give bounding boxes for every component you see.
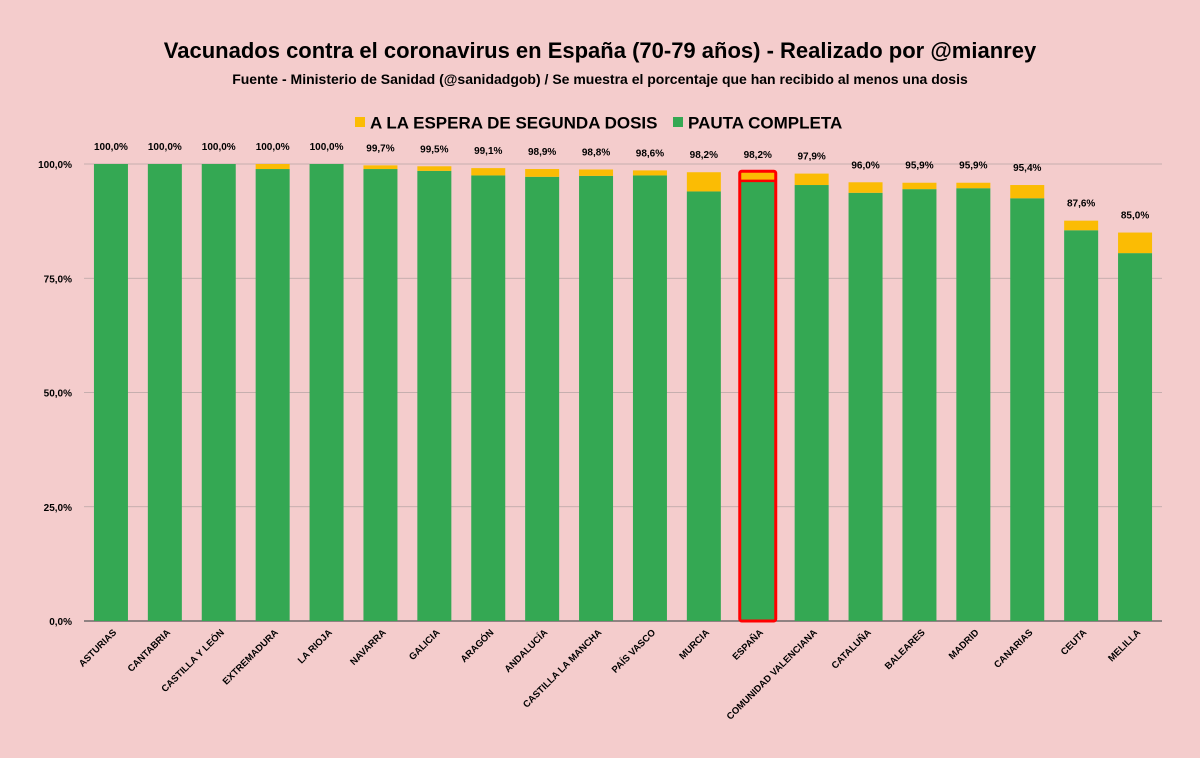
category-label: ARAGÓN: [458, 627, 496, 665]
legend-swatch: [355, 117, 365, 127]
data-label: 100,0%: [202, 142, 236, 153]
bar-pauta-completa: [848, 192, 883, 621]
y-tick-label: 100,0%: [38, 160, 72, 171]
bar-pauta-completa: [794, 185, 829, 621]
bar-espera-segunda-dosis: [740, 172, 775, 181]
category-label: CEUTA: [1059, 627, 1090, 658]
category-label: NAVARRA: [348, 627, 388, 667]
data-label: 98,2%: [744, 150, 772, 161]
highlight-outline: [738, 169, 778, 623]
data-label: 100,0%: [94, 142, 128, 153]
category-label: CANTABRIA: [126, 627, 173, 674]
chart-subtitle: Fuente - Ministerio de Sanidad (@sanidad…: [232, 71, 968, 87]
category-label: LA RIOJA: [296, 627, 335, 666]
category-label: PAÍS VASCO: [610, 627, 658, 675]
data-label: 85,0%: [1121, 211, 1149, 222]
data-label: 95,9%: [905, 161, 933, 172]
chart-title: Vacunados contra el coronavirus en Españ…: [164, 38, 1037, 63]
bar-espera-segunda-dosis: [956, 182, 991, 189]
bar-pauta-completa: [471, 175, 506, 622]
bar-pauta-completa: [363, 169, 398, 622]
bar-pauta-completa: [956, 188, 991, 621]
category-label: ASTURIAS: [77, 627, 119, 669]
bar-pauta-completa: [1118, 253, 1153, 622]
bar-pauta-completa: [1064, 230, 1099, 621]
bar-espera-segunda-dosis: [1010, 185, 1045, 199]
bar-pauta-completa: [147, 164, 182, 621]
bar-pauta-completa: [93, 164, 128, 621]
bar-espera-segunda-dosis: [525, 169, 560, 177]
y-tick-label: 50,0%: [44, 389, 72, 400]
bar-espera-segunda-dosis: [1118, 232, 1153, 254]
bar-pauta-completa: [201, 164, 236, 621]
category-label: COMUNIDAD VALENCIANA: [725, 627, 820, 722]
bar-pauta-completa: [1010, 198, 1045, 621]
category-label: MADRID: [947, 627, 982, 662]
data-labels: 100,0% 100,0% 100,0% 100,0% 100,0% 99,7% 99,5%…: [94, 142, 1149, 222]
category-label: ESPAÑA: [731, 627, 766, 662]
bar-espera-segunda-dosis: [632, 170, 667, 176]
bar-espera-segunda-dosis: [686, 172, 721, 192]
bar-pauta-completa: [417, 170, 452, 622]
data-label: 98,8%: [582, 147, 610, 158]
bars: [93, 164, 1153, 623]
y-tick-label: 75,0%: [44, 274, 72, 285]
category-label: MELILLA: [1106, 627, 1143, 664]
bar-pauta-completa: [255, 169, 290, 622]
category-label: MURCIA: [677, 627, 712, 662]
bar-espera-segunda-dosis: [902, 182, 937, 190]
data-label: 100,0%: [148, 142, 182, 153]
category-label: ANDALUCÍA: [503, 627, 551, 675]
category-label: CATALUÑA: [830, 627, 874, 671]
bar-pauta-completa: [740, 180, 775, 621]
bar-pauta-completa: [686, 191, 721, 622]
data-label: 100,0%: [256, 142, 290, 153]
data-label: 98,6%: [636, 148, 664, 159]
bar-pauta-completa: [525, 176, 560, 621]
bar-espera-segunda-dosis: [1064, 220, 1099, 231]
bar-pauta-completa: [309, 164, 344, 621]
bar-espera-segunda-dosis: [363, 165, 398, 170]
data-label: 96,0%: [851, 160, 879, 171]
bar-espera-segunda-dosis: [417, 166, 452, 171]
data-label: 98,2%: [690, 150, 718, 161]
y-tick-label: 25,0%: [44, 503, 72, 514]
legend-label: PAUTA COMPLETA: [688, 114, 842, 133]
bar-pauta-completa: [632, 175, 667, 622]
category-label: CANARIAS: [992, 627, 1035, 670]
category-label: BALEARES: [883, 627, 928, 672]
bar-espera-segunda-dosis: [255, 164, 290, 170]
bar-pauta-completa: [579, 175, 614, 621]
legend-swatch: [673, 117, 683, 127]
data-label: 99,7%: [366, 143, 394, 154]
bar-espera-segunda-dosis: [794, 173, 829, 186]
data-label: 95,9%: [959, 161, 987, 172]
data-label: 98,9%: [528, 147, 556, 158]
data-label: 95,4%: [1013, 163, 1041, 174]
data-label: 97,9%: [797, 152, 825, 163]
bar-pauta-completa: [902, 189, 937, 621]
bar-espera-segunda-dosis: [579, 169, 614, 176]
bar-espera-segunda-dosis: [471, 168, 506, 176]
category-label: GALICIA: [407, 627, 442, 662]
data-label: 99,5%: [420, 144, 448, 155]
legend-label: A LA ESPERA DE SEGUNDA DOSIS: [370, 114, 657, 133]
category-label: EXTREMADURA: [221, 627, 281, 687]
y-tick-label: 0,0%: [49, 617, 72, 628]
data-label: 99,1%: [474, 146, 502, 157]
data-label: 100,0%: [310, 142, 344, 153]
data-label: 87,6%: [1067, 199, 1095, 210]
bar-espera-segunda-dosis: [848, 182, 883, 193]
legend: A LA ESPERA DE SEGUNDA DOSIS PAUTA COMPLE…: [355, 114, 842, 133]
